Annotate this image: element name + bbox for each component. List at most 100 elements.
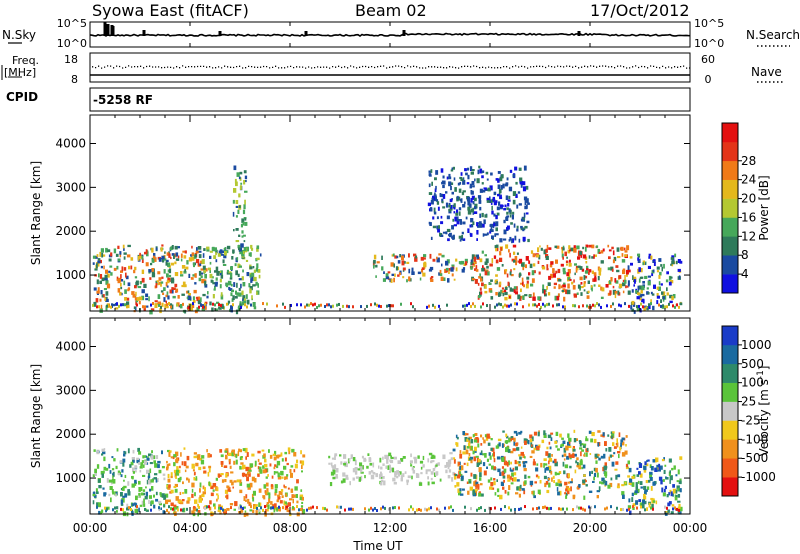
echo-cell [130,508,132,512]
echo-cell [592,480,595,483]
echo-cell [604,480,608,486]
echo-cell [176,469,179,473]
echo-cell [213,247,217,252]
power-colorbar-tick-label: 20 [741,192,756,206]
echo-cell [622,290,625,294]
echo-cell [220,272,222,276]
echo-cell [281,476,284,479]
echo-cell [106,478,109,483]
echo-cell [487,479,491,483]
echo-cell [364,475,366,479]
echo-cell [667,502,671,507]
echo-cell [480,434,483,438]
echo-cell [98,273,100,278]
echo-cell [145,509,149,512]
echo-cell [408,268,411,274]
echo-cell [109,486,113,490]
echo-cell [609,482,613,488]
echo-cell [449,205,453,209]
echo-cell [445,469,448,474]
echo-cell [588,490,593,493]
echo-cell [406,261,410,264]
echo-cell [583,281,586,284]
echo-cell [479,258,483,263]
echo-cell [502,475,506,479]
echo-cell [495,233,499,236]
echo-cell [440,215,443,219]
echo-cell [231,481,234,486]
echo-cell [471,169,475,172]
echo-cell [256,290,260,295]
echo-cell [100,290,103,295]
echo-cell [450,169,454,172]
velocity-colorbar-segment [722,363,738,383]
echo-cell [598,486,601,491]
echo-cell [253,478,257,483]
echo-cell [135,300,137,306]
freq-label: Freq. [12,54,40,67]
echo-cell [470,259,473,263]
echo-cell [586,295,590,299]
echo-cell [362,465,364,470]
echo-cell [222,264,227,266]
echo-cell [505,447,509,453]
echo-cell [569,465,572,469]
echo-cell [438,253,442,256]
echo-cell [467,200,471,206]
echo-cell [482,265,484,270]
echo-cell [400,302,402,306]
echo-cell [518,167,522,171]
echo-cell [413,253,417,257]
echo-cell [181,293,185,296]
echo-cell [428,173,432,177]
echo-cell [386,459,389,464]
echo-cell [151,272,156,278]
echo-cell [475,265,478,270]
echo-cell [494,279,497,284]
echo-cell [565,445,569,451]
echo-cell [103,466,107,471]
echo-cell [427,481,430,486]
echo-cell [284,451,288,455]
echo-cell [104,506,106,510]
echo-cell [287,503,290,507]
echo-cell [502,183,505,189]
echo-cell [239,465,242,470]
echo-cell [532,490,535,496]
echo-cell [472,450,475,455]
echo-cell [645,480,648,484]
echo-cell [274,464,277,467]
echo-cell [548,441,551,445]
echo-cell [346,477,349,480]
echo-cell [215,252,217,256]
echo-cell [180,253,183,258]
echo-cell [486,178,489,181]
echo-cell [238,506,240,510]
echo-cell [647,280,651,286]
echo-cell [277,472,280,478]
echo-cell [576,245,580,250]
echo-cell [464,304,466,308]
echo-cell [220,292,223,297]
echo-cell [134,483,137,486]
echo-cell [550,264,553,268]
echo-cell [529,263,533,269]
echo-cell [206,449,208,453]
echo-cell [490,290,493,293]
echo-cell [615,265,619,268]
echo-cell [454,475,457,480]
echo-cell [503,219,506,224]
echo-cell [470,208,474,213]
power-colorbar-tick-label: 24 [741,173,756,187]
echo-cell [184,309,187,314]
echo-cell [163,477,166,481]
echo-cell [276,507,278,511]
echo-cell [495,248,497,252]
echo-cell [274,450,277,456]
echo-cell [275,471,279,474]
echo-cell [625,285,627,289]
echo-cell [641,503,645,509]
echo-cell [158,469,162,474]
echo-cell [567,490,570,495]
echo-cell [566,263,568,266]
